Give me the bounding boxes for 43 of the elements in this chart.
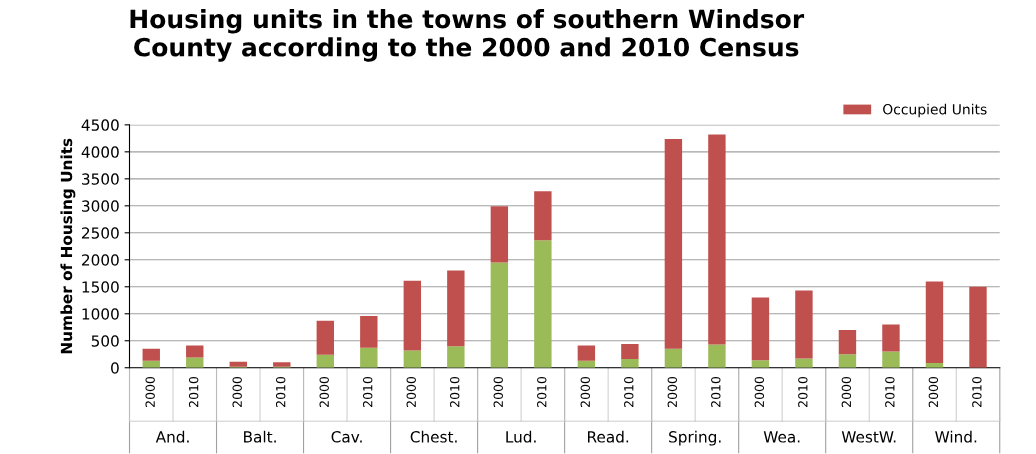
y-tick-label: 2500 <box>82 227 119 239</box>
text: WestW. <box>841 431 896 443</box>
x-tick-label: 2010 <box>798 376 808 407</box>
text: Balt. <box>244 430 276 443</box>
x-tick-label: 2010 <box>711 376 721 407</box>
x-tick-label: 2010 <box>972 376 982 407</box>
x-tick-label: 2010 <box>275 376 286 407</box>
y-tick-label: 500 <box>91 335 119 347</box>
y-tick-label: 2000 <box>82 254 119 266</box>
x-tick-label: 2010 <box>188 376 199 407</box>
text: And. <box>155 430 189 443</box>
x-tick-label: 2000 <box>928 376 939 407</box>
x-tick-label: 2000 <box>319 376 329 407</box>
legend-label: Occupied Units <box>883 103 987 118</box>
chart-title: Housing units in the towns of southern Windsor County according to the 2000 and 2010 Census <box>130 9 805 62</box>
x-tick-label: 2000 <box>232 376 242 407</box>
y-tick-label: 1000 <box>82 308 119 320</box>
x-tick-label: 2010 <box>885 376 895 407</box>
text: Cav. <box>331 431 362 443</box>
x-tick-label: 2000 <box>580 376 590 407</box>
x-tick-label: 2010 <box>624 376 634 407</box>
text: Spring. <box>669 430 721 446</box>
y-axis-title: Number of Housing Units <box>60 138 76 354</box>
x-tick-label: 2010 <box>362 376 373 407</box>
y-tick-label: 3000 <box>82 200 119 212</box>
text: Lud. <box>506 430 536 443</box>
text: Wind. <box>935 430 977 443</box>
x-tick-label: 2010 <box>537 376 547 407</box>
x-tick-label: 2000 <box>667 376 678 407</box>
x-tick-label: 2000 <box>145 376 155 407</box>
x-tick-label: 2010 <box>450 376 460 407</box>
y-tick-label: 1500 <box>82 281 119 293</box>
y-tick-label: 0 <box>111 362 119 374</box>
text: Wea. <box>763 431 800 443</box>
x-tick-label: 2000 <box>754 376 765 407</box>
x-tick-label: 2000 <box>493 376 503 407</box>
text: Read. <box>588 430 629 443</box>
y-tick-label: 4500 <box>81 119 119 131</box>
y-tick-label: 4000 <box>81 146 119 158</box>
x-tick-label: 2000 <box>406 376 416 407</box>
x-tick-label: 2000 <box>841 376 852 407</box>
text: Chest. <box>410 430 457 443</box>
y-tick-label: 3500 <box>82 173 119 185</box>
